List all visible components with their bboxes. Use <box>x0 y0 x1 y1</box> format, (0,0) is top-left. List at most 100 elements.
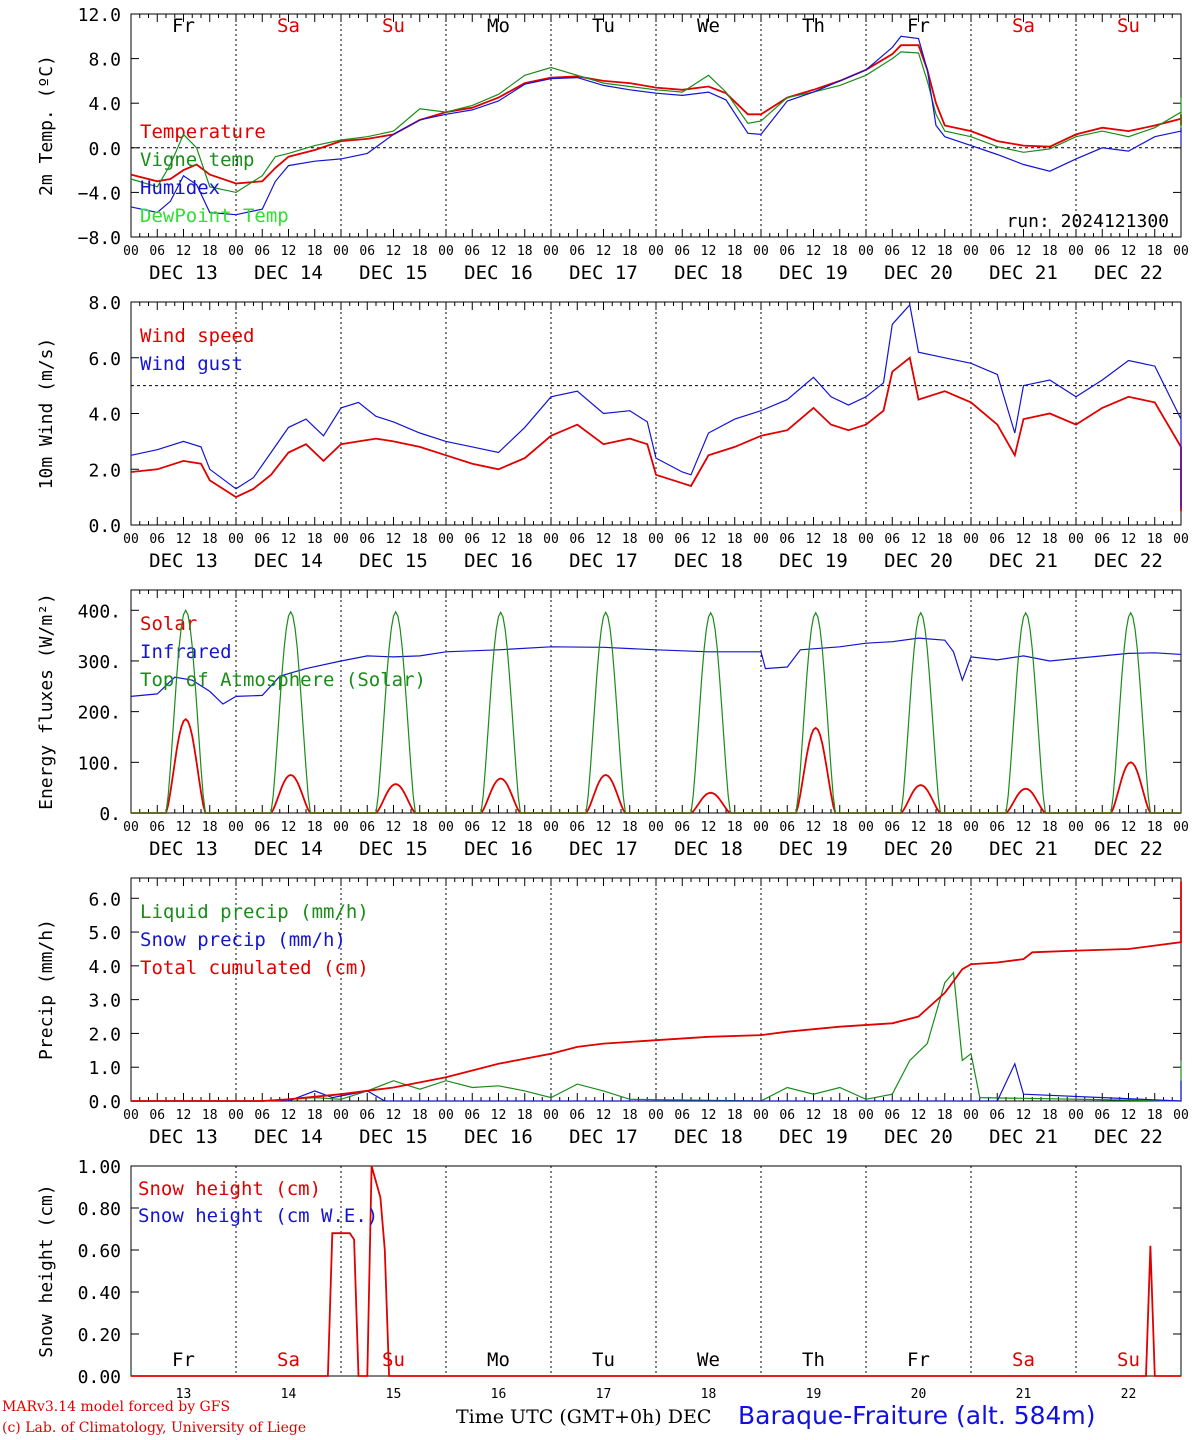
y-tick-label: 4.0 <box>88 957 121 978</box>
footer-month: DEC <box>667 1406 712 1428</box>
hour-tick-label: 06 <box>359 1108 375 1123</box>
date-label: DEC 15 <box>359 550 428 572</box>
hour-tick-label: 18 <box>1147 532 1163 547</box>
date-label: DEC 13 <box>149 1126 218 1148</box>
hour-tick-label: 12 <box>701 1108 717 1123</box>
date-label: DEC 22 <box>1094 1126 1163 1148</box>
hour-tick-label: 00 <box>1068 532 1084 547</box>
hour-tick-label: 18 <box>1147 244 1163 259</box>
footer-time-axis: Time UTC (GMT+0h) DEC <box>456 1406 711 1428</box>
hour-tick-label: 00 <box>438 1108 454 1123</box>
hour-tick-label: 06 <box>884 820 900 835</box>
hour-tick-label: 00 <box>753 820 769 835</box>
hour-tick-label: 12 <box>806 244 822 259</box>
hour-tick-label: 06 <box>569 820 585 835</box>
y-tick-label: 0.00 <box>78 1367 121 1388</box>
hour-tick-label: 00 <box>543 820 559 835</box>
hour-tick-label: 12 <box>281 244 297 259</box>
y-axis-label: Precip (mm/h) <box>36 919 57 1060</box>
legend-entry: Total cumulated (cm) <box>140 957 369 979</box>
hour-tick-label: 18 <box>1042 820 1058 835</box>
date-label: DEC 16 <box>464 1126 533 1148</box>
hour-tick-label: 00 <box>858 532 874 547</box>
hour-tick-label: 06 <box>884 532 900 547</box>
hour-tick-label: 12 <box>176 532 192 547</box>
date-label: DEC 21 <box>989 1126 1058 1148</box>
hour-tick-label: 06 <box>359 820 375 835</box>
day-name: Mo <box>487 15 510 37</box>
date-label: DEC 19 <box>779 550 848 572</box>
hour-tick-label: 12 <box>911 532 927 547</box>
hour-tick-label: 18 <box>517 820 533 835</box>
hour-tick-label: 06 <box>779 532 795 547</box>
date-label: DEC 19 <box>779 1126 848 1148</box>
hour-tick-label: 18 <box>832 820 848 835</box>
legend-entry: Humidex <box>140 177 220 199</box>
hour-tick-label: 00 <box>228 532 244 547</box>
hour-tick-label: 18 <box>727 244 743 259</box>
hour-tick-label: 00 <box>858 820 874 835</box>
hour-tick-label: 00 <box>963 244 979 259</box>
hour-tick-label: 18 <box>937 820 953 835</box>
legend-entry: Liquid precip (mm/h) <box>140 901 369 923</box>
y-tick-label: 0. <box>99 804 121 825</box>
hour-tick-label: 06 <box>674 244 690 259</box>
date-label: DEC 13 <box>149 262 218 284</box>
date-label: DEC 16 <box>464 550 533 572</box>
hour-tick-label: 18 <box>1042 1108 1058 1123</box>
hour-tick-label: 12 <box>491 1108 507 1123</box>
hour-tick-label: 12 <box>701 244 717 259</box>
snow-day-number: 22 <box>1121 1387 1137 1402</box>
hour-tick-label: 12 <box>281 532 297 547</box>
y-tick-label: 8.0 <box>88 50 121 71</box>
day-name: We <box>697 1349 720 1371</box>
y-axis-label: Energy fluxes (W/m²) <box>36 593 57 810</box>
hour-tick-label: 00 <box>438 820 454 835</box>
date-label: DEC 21 <box>989 550 1058 572</box>
date-label: DEC 13 <box>149 550 218 572</box>
hour-tick-label: 00 <box>333 1108 349 1123</box>
day-name: Su <box>382 1349 405 1371</box>
hour-tick-label: 12 <box>281 1108 297 1123</box>
hour-tick-label: 06 <box>359 532 375 547</box>
hour-tick-label: 00 <box>333 820 349 835</box>
y-tick-label: 0.40 <box>78 1283 121 1304</box>
hour-tick-label: 00 <box>753 1108 769 1123</box>
hour-tick-label: 18 <box>412 1108 428 1123</box>
hour-tick-label: 06 <box>464 1108 480 1123</box>
hour-tick-label: 06 <box>779 1108 795 1123</box>
y-axis-label: 2m Temp. (ºC) <box>36 55 57 196</box>
series-line <box>130 35 1182 216</box>
hour-tick-label: 12 <box>386 1108 402 1123</box>
date-label: DEC 21 <box>989 262 1058 284</box>
hour-tick-label: 18 <box>517 1108 533 1123</box>
hour-tick-label: 12 <box>1121 244 1137 259</box>
hour-tick-label: 06 <box>1094 1108 1110 1123</box>
hour-tick-label: 00 <box>333 244 349 259</box>
hour-tick-label: 00 <box>648 1108 664 1123</box>
hour-tick-label: 06 <box>989 532 1005 547</box>
y-tick-label: 2.0 <box>88 1024 121 1045</box>
day-name: We <box>697 15 720 37</box>
hour-tick-label: 06 <box>569 1108 585 1123</box>
hour-tick-label: 12 <box>1121 820 1137 835</box>
legend-entry: Wind speed <box>140 325 254 347</box>
hour-tick-label: 18 <box>412 532 428 547</box>
date-label: DEC 15 <box>359 262 428 284</box>
hour-tick-label: 12 <box>596 532 612 547</box>
date-label: DEC 14 <box>254 550 323 572</box>
date-label: DEC 20 <box>884 262 953 284</box>
y-tick-label: 6.0 <box>88 889 121 910</box>
hour-tick-label: 12 <box>911 820 927 835</box>
legend-entry: Vigne temp <box>140 149 254 171</box>
day-name: Fr <box>907 1349 930 1371</box>
hour-tick-label: 18 <box>622 820 638 835</box>
date-label: DEC 18 <box>674 1126 743 1148</box>
hour-tick-label: 18 <box>412 244 428 259</box>
hour-tick-label: 12 <box>1016 1108 1032 1123</box>
series-line <box>131 1062 1182 1102</box>
snow-day-number: 20 <box>911 1387 927 1402</box>
y-tick-label: 0.80 <box>78 1199 121 1220</box>
day-name: Su <box>1117 15 1140 37</box>
hour-tick-label: 06 <box>149 244 165 259</box>
